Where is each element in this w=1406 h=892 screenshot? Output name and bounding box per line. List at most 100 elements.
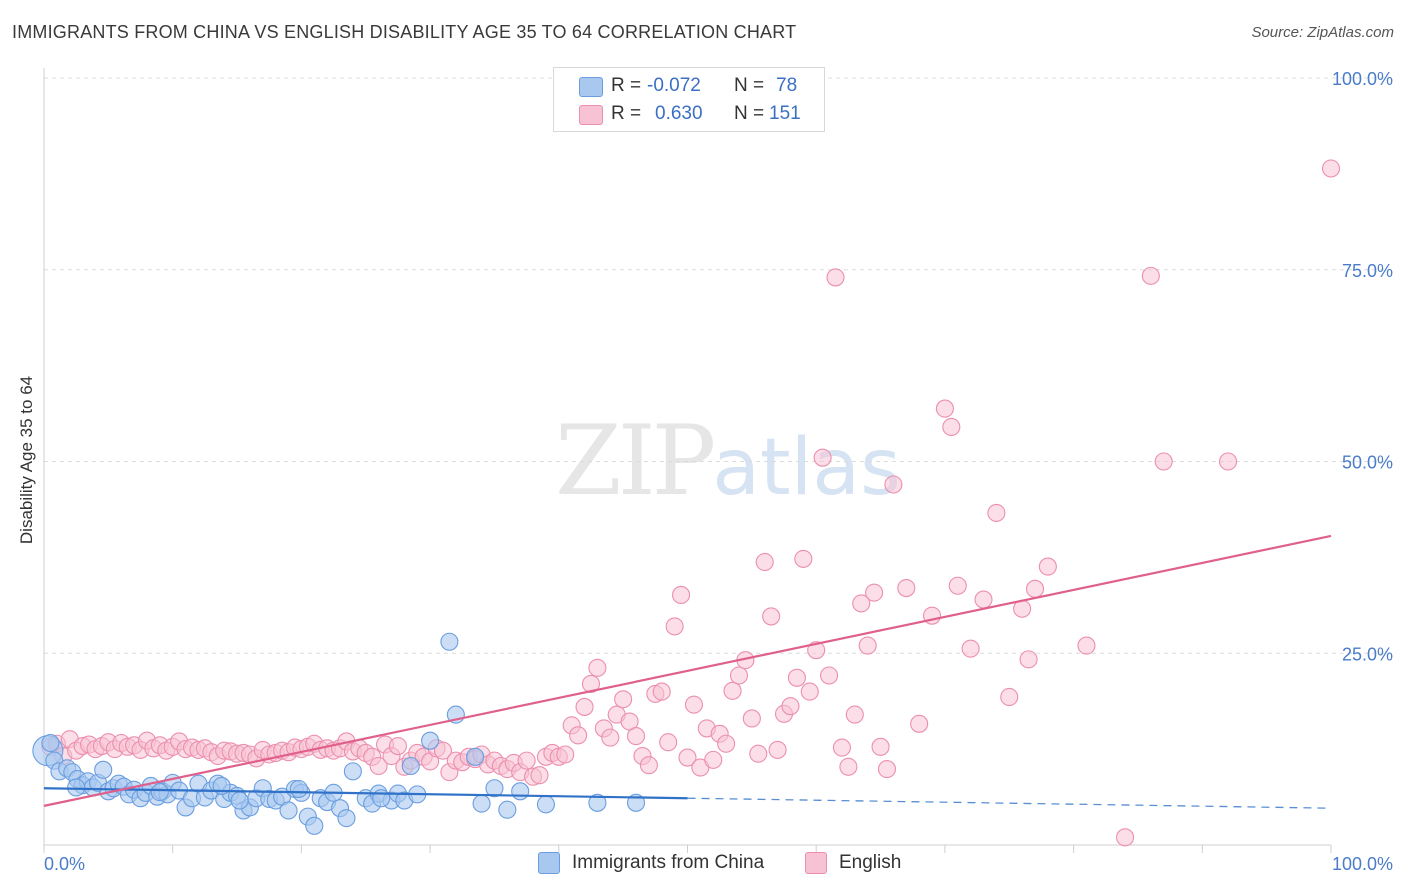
- trend-lines: [43, 534, 1332, 809]
- english-point: [575, 697, 594, 716]
- china-point: [588, 793, 607, 812]
- series-china-points: [32, 632, 646, 835]
- china-point: [150, 783, 169, 802]
- china-point: [289, 779, 308, 799]
- english-point: [742, 709, 761, 728]
- english-point: [704, 750, 723, 769]
- trend-line-china-extrapolated: [687, 797, 1332, 809]
- english-point: [974, 590, 993, 609]
- english-point: [910, 714, 929, 733]
- english-point: [942, 417, 961, 437]
- china-point: [472, 794, 491, 813]
- y-tick-label: 25.0%: [1342, 644, 1393, 664]
- legend-row-english: R = 0.630 N = 151: [554, 100, 824, 128]
- english-point: [845, 705, 864, 724]
- english-point: [877, 760, 897, 779]
- english-point: [935, 399, 954, 418]
- y-tick-label: 100.0%: [1332, 69, 1393, 89]
- china-point: [41, 733, 60, 753]
- english-point: [717, 734, 736, 753]
- china-point: [511, 782, 530, 801]
- bottom-legend-china: Immigrants from China: [538, 852, 764, 874]
- china-point: [485, 779, 504, 798]
- china-point: [466, 747, 485, 766]
- china-point: [279, 801, 298, 820]
- english-point: [787, 668, 806, 687]
- china-point: [343, 762, 362, 781]
- trend-line-english: [43, 534, 1332, 807]
- china-point: [94, 760, 113, 779]
- english-point: [961, 639, 980, 658]
- legend-r-label-china: R =: [611, 75, 642, 96]
- english-point: [865, 583, 884, 602]
- english-point: [852, 594, 871, 613]
- legend-swatch-english: [579, 105, 603, 125]
- english-point: [1000, 687, 1019, 707]
- english-point: [781, 697, 800, 716]
- series-english-points: [41, 159, 1341, 847]
- english-point: [517, 751, 536, 770]
- english-point: [1025, 579, 1045, 598]
- english-point: [755, 552, 774, 572]
- english-point: [626, 727, 646, 746]
- english-point: [672, 585, 691, 605]
- x-tick-label: 100.0%: [1332, 854, 1393, 874]
- gridlines: [44, 77, 1391, 654]
- english-point: [839, 757, 858, 776]
- english-point: [723, 681, 742, 700]
- english-point: [749, 744, 768, 763]
- english-point: [807, 641, 826, 660]
- legend-swatch-china: [579, 77, 603, 97]
- english-point: [678, 748, 697, 767]
- legend-row-china: R = -0.072 N = 78: [554, 72, 824, 100]
- china-point: [372, 789, 391, 808]
- english-point: [388, 737, 407, 756]
- english-point: [1077, 636, 1096, 655]
- english-point: [601, 728, 620, 747]
- english-point: [433, 741, 453, 760]
- english-point: [768, 740, 787, 759]
- legend-r-label-english: R =: [611, 103, 642, 124]
- english-point: [1154, 452, 1173, 471]
- english-point: [369, 756, 388, 776]
- english-point: [639, 756, 658, 775]
- legend-r-value-english: 0.630: [655, 103, 703, 124]
- legend-r-value-china: -0.072: [647, 75, 701, 96]
- chart-title: IMMIGRANTS FROM CHINA VS ENGLISH DISABIL…: [12, 22, 797, 42]
- china-point: [401, 756, 420, 776]
- english-point: [794, 549, 813, 568]
- english-point: [659, 733, 678, 752]
- english-point: [832, 738, 851, 757]
- english-point: [1321, 159, 1341, 178]
- china-point: [440, 632, 459, 651]
- trend-line-china: [43, 787, 688, 800]
- english-point: [884, 475, 903, 494]
- english-point: [871, 737, 890, 756]
- china-point: [536, 795, 555, 814]
- english-point: [948, 576, 967, 595]
- china-point: [498, 800, 517, 819]
- x-tick-label: 0.0%: [44, 854, 85, 874]
- english-point: [581, 674, 601, 693]
- watermark-atlas: atlas: [712, 423, 901, 513]
- english-point: [897, 579, 916, 598]
- english-point: [569, 726, 588, 745]
- bottom-legend-label-english: English: [839, 852, 902, 873]
- english-point: [987, 503, 1006, 522]
- china-point: [67, 778, 86, 797]
- axes: [43, 68, 1332, 853]
- correlation-legend: R = -0.072 N = 78 R = 0.630 N = 151: [553, 67, 825, 132]
- english-point: [530, 766, 549, 785]
- english-point: [826, 268, 845, 287]
- legend-n-value-english: 151: [769, 103, 801, 124]
- source-label: Source: ZipAtlas.com: [1251, 24, 1394, 41]
- legend-n-label-china: N =: [734, 75, 765, 96]
- english-point: [652, 682, 671, 701]
- china-point: [230, 791, 249, 810]
- english-point: [729, 666, 749, 685]
- english-point: [556, 745, 575, 764]
- english-point: [1218, 452, 1238, 471]
- english-point: [588, 658, 607, 677]
- english-point: [800, 682, 819, 701]
- bottom-legend-english: English: [805, 852, 901, 874]
